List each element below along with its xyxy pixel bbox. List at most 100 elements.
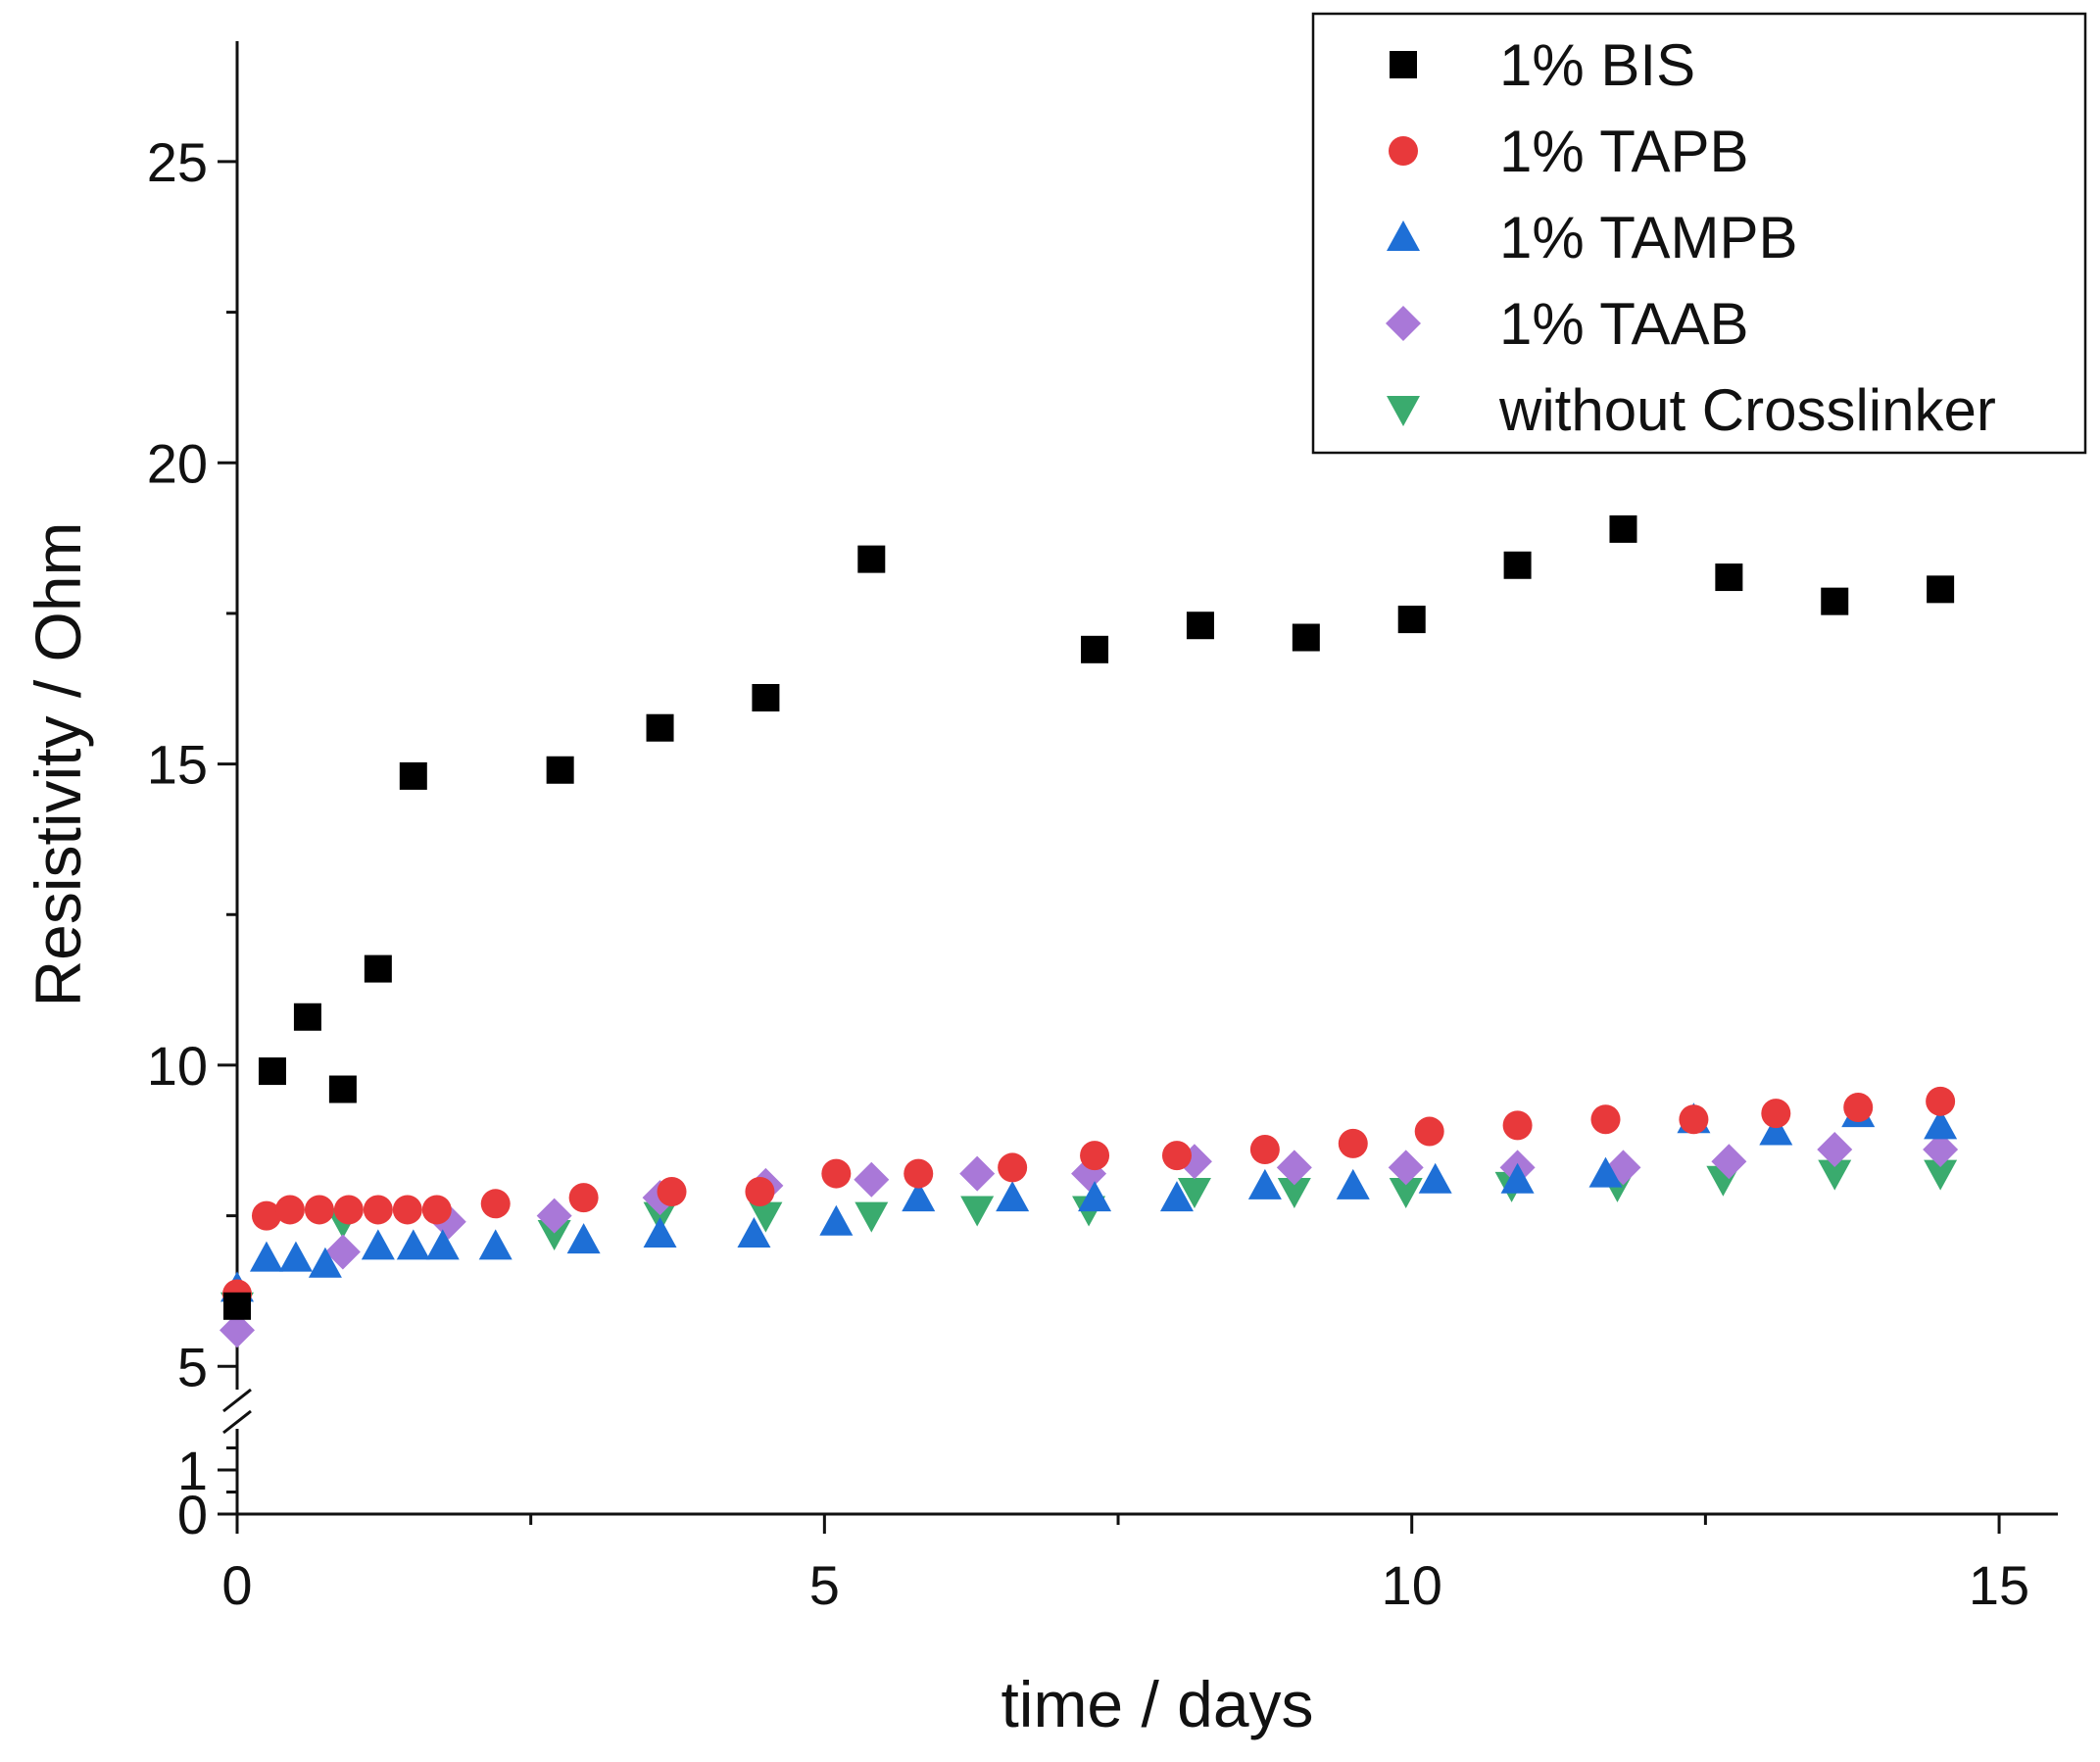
legend-marker-1-taab <box>1386 306 1421 341</box>
data-point-1-bis <box>1397 606 1426 634</box>
data-point-1-taab <box>854 1161 890 1198</box>
data-point-1-tampb <box>643 1217 677 1248</box>
data-point-1-bis <box>399 761 427 790</box>
y-tick-label: 1 <box>177 1440 208 1501</box>
data-point-1-bis <box>1503 551 1532 579</box>
data-point-1-tampb <box>425 1229 460 1260</box>
data-point-1-tampb <box>278 1241 313 1272</box>
x-tick-label: 15 <box>1969 1554 2029 1616</box>
legend-marker-1-bis <box>1390 51 1417 78</box>
data-point-1-taab <box>220 1312 255 1348</box>
data-point-without-crosslinker <box>960 1196 995 1227</box>
data-point-1-bis <box>1927 575 1955 604</box>
y-tick-label: 0 <box>177 1484 208 1545</box>
data-point-1-taab <box>536 1198 572 1234</box>
legend-label-1-taab: 1% TAAB <box>1499 291 1749 357</box>
y-axis-break-mark <box>222 1409 252 1435</box>
data-point-1-tapb <box>333 1195 364 1225</box>
legend-marker-without-crosslinker <box>1387 396 1420 426</box>
data-point-without-crosslinker <box>1389 1178 1423 1209</box>
data-point-1-bis <box>223 1292 251 1320</box>
legend-marker-1-tapb <box>1389 136 1418 166</box>
data-point-1-tampb <box>1247 1168 1282 1199</box>
data-point-1-tapb <box>1590 1104 1621 1135</box>
y-tick-label: 10 <box>147 1035 208 1097</box>
data-point-1-tapb <box>251 1200 281 1231</box>
y-tick-label: 20 <box>147 432 208 494</box>
data-point-1-taab <box>959 1155 996 1192</box>
legend-box <box>1311 12 2087 455</box>
data-point-without-crosslinker <box>537 1220 571 1251</box>
data-point-1-tampb <box>478 1229 513 1260</box>
data-point-1-bis <box>857 545 886 573</box>
data-point-1-tapb <box>1926 1086 1956 1116</box>
data-point-without-crosslinker <box>1924 1159 1958 1191</box>
data-point-1-taab <box>1923 1131 1959 1167</box>
data-point-1-bis <box>1081 635 1109 663</box>
data-point-without-crosslinker <box>1818 1159 1852 1191</box>
data-point-1-tapb <box>363 1195 393 1225</box>
data-point-1-bis <box>1186 612 1214 640</box>
data-point-1-bis <box>364 954 392 983</box>
data-point-1-taab <box>1817 1131 1853 1167</box>
data-point-1-taab <box>1388 1150 1424 1186</box>
data-point-1-taab <box>1276 1150 1312 1186</box>
x-tick-label: 0 <box>221 1554 252 1616</box>
data-point-1-tapb <box>998 1152 1028 1183</box>
data-point-1-bis <box>258 1057 286 1086</box>
data-point-1-bis <box>293 1003 321 1031</box>
data-point-1-taab <box>1711 1144 1747 1180</box>
data-point-1-bis <box>1292 623 1320 652</box>
data-point-1-tampb <box>902 1181 936 1212</box>
data-point-1-tapb <box>421 1195 452 1225</box>
data-point-1-bis <box>546 756 574 784</box>
data-point-1-tapb <box>1414 1116 1444 1147</box>
legend-label-1-bis: 1% BIS <box>1499 32 1695 98</box>
data-point-1-tapb <box>568 1183 599 1213</box>
data-point-without-crosslinker <box>1277 1178 1311 1209</box>
data-point-1-tampb <box>249 1241 283 1272</box>
data-point-1-tapb <box>1502 1110 1533 1141</box>
legend-label-without-crosslinker: without Crosslinker <box>1498 377 1996 443</box>
data-point-1-tampb <box>1336 1168 1370 1199</box>
data-point-1-tampb <box>1924 1108 1958 1140</box>
data-point-without-crosslinker <box>855 1201 889 1233</box>
data-point-1-tapb <box>1161 1141 1192 1171</box>
y-tick-label: 5 <box>177 1336 208 1397</box>
data-point-1-tapb <box>1843 1092 1874 1122</box>
data-point-1-tampb <box>1078 1181 1112 1212</box>
data-point-1-bis <box>752 683 780 711</box>
data-point-1-tampb <box>396 1229 430 1260</box>
data-point-1-tampb <box>1759 1114 1793 1146</box>
x-tick-label: 10 <box>1382 1554 1442 1616</box>
x-tick-label: 5 <box>809 1554 840 1616</box>
data-point-1-tapb <box>1679 1104 1709 1135</box>
legend: 1% BIS 1% TAPB 1% TAMPB 1% TAAB without Cros… <box>1311 12 2087 455</box>
y-axis-break-mark <box>222 1388 252 1413</box>
data-point-1-tampb <box>1159 1181 1194 1212</box>
data-point-1-tampb <box>737 1217 771 1248</box>
data-point-1-tapb <box>657 1177 687 1207</box>
data-point-1-tapb <box>745 1177 775 1207</box>
data-point-1-tampb <box>996 1181 1030 1212</box>
data-point-1-tampb <box>566 1223 601 1254</box>
data-point-1-bis <box>646 713 674 742</box>
x-axis-title: time / days <box>1001 1668 1313 1740</box>
data-point-1-bis <box>1715 563 1743 592</box>
data-point-1-tapb <box>903 1158 934 1189</box>
data-point-1-taab <box>324 1234 361 1270</box>
data-point-1-tapb <box>1080 1141 1110 1171</box>
data-points <box>220 514 1959 1348</box>
data-point-1-tapb <box>304 1195 334 1225</box>
data-point-without-crosslinker <box>749 1201 783 1233</box>
data-point-1-tapb <box>480 1189 511 1219</box>
data-point-1-tampb <box>308 1247 342 1278</box>
data-point-1-bis <box>1821 587 1849 615</box>
y-axis-title: Resistivity / Ohm <box>22 521 94 1006</box>
legend-label-1-tapb: 1% TAPB <box>1499 119 1749 184</box>
y-tick-label: 15 <box>147 734 208 796</box>
data-point-1-tapb <box>392 1195 422 1225</box>
data-point-1-tampb <box>361 1229 395 1260</box>
